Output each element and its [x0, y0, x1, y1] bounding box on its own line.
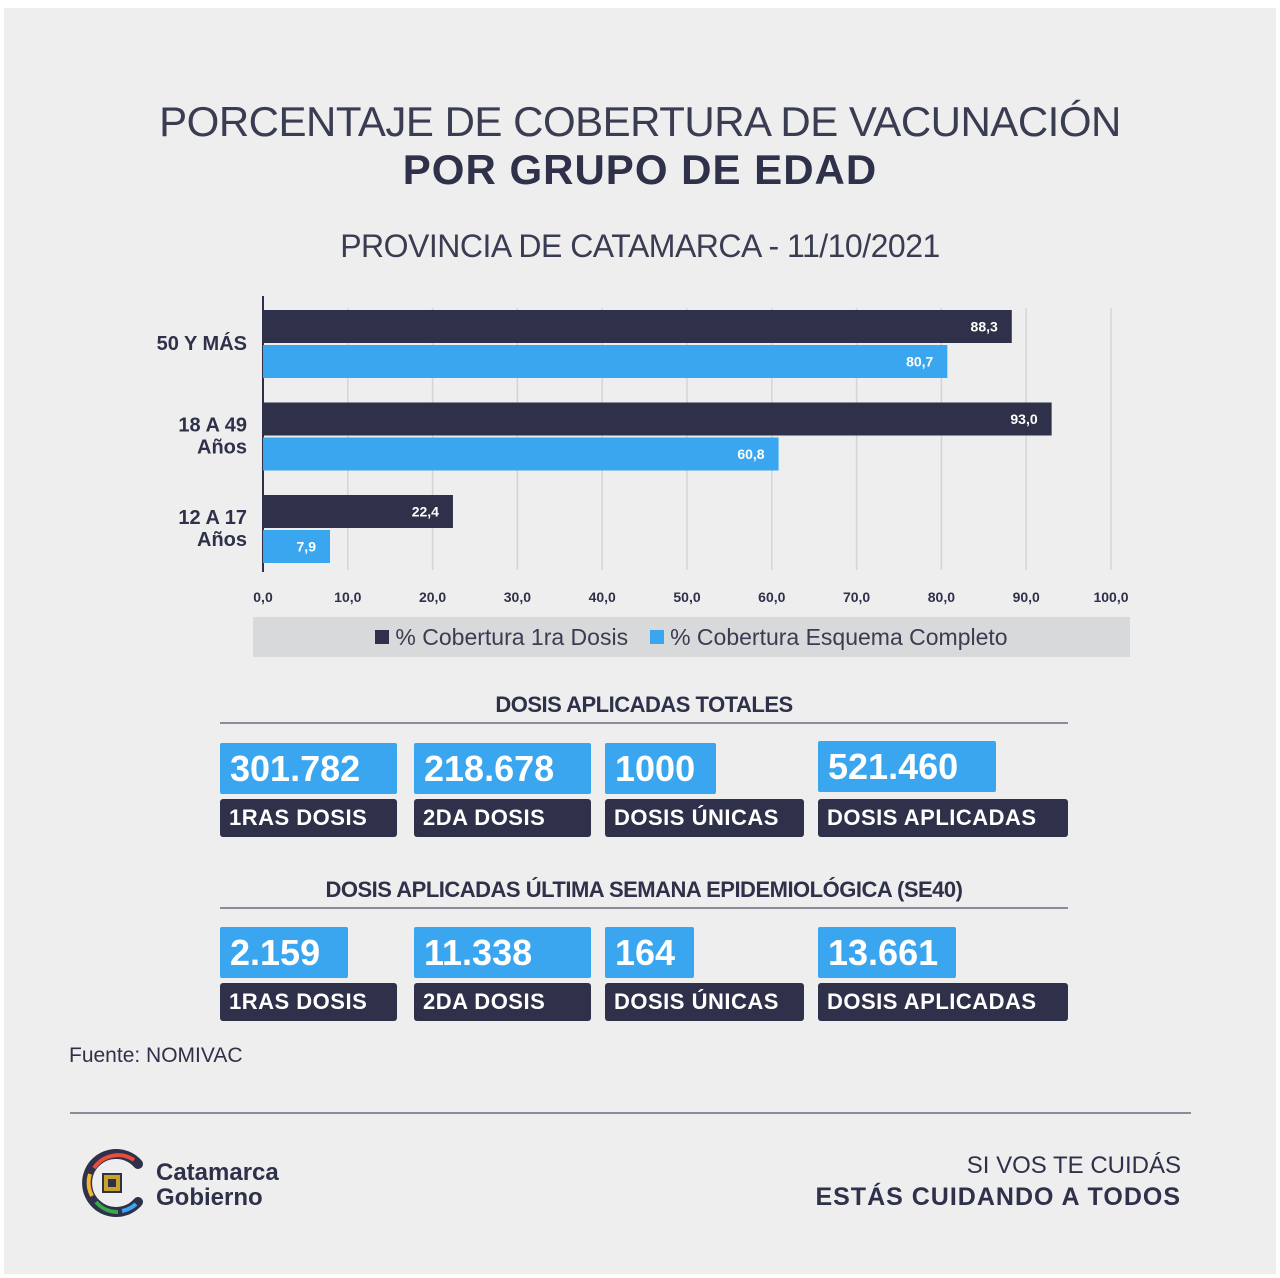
x-tick-label: 50,0: [673, 589, 700, 605]
weekly-single-dose-value: 164: [605, 927, 694, 978]
legend-swatch-complete-scheme: [650, 630, 665, 644]
coverage-bar-chart: 0,0 10,0 20,0 30,0 40,0 50,0 60,0 70,0 80,0 90,0 1…: [157, 296, 1129, 605]
slogan-line1: SI VOS TE CUIDÁS: [966, 1152, 1181, 1179]
bar-complete-scheme: [263, 437, 779, 471]
logo-wordmark: Catamarca Gobierno: [156, 1160, 279, 1210]
chart-legend: % Cobertura 1ra Dosis % Cobertura Esquem…: [253, 617, 1130, 657]
source-note: Fuente: NOMIVAC: [69, 1044, 243, 1067]
weekly-second-dose-label: 2DA DOSIS: [414, 983, 591, 1021]
category-label: 18 A 49: [178, 415, 247, 437]
logo-line-gobierno: Gobierno: [156, 1184, 263, 1211]
page-title-line1: PORCENTAJE DE COBERTURA DE VACUNACIÓN: [159, 98, 1121, 145]
weekly-divider: [220, 907, 1068, 909]
totals-first-dose-label: 1RAS DOSIS: [220, 799, 397, 837]
x-tick-label: 20,0: [419, 589, 446, 605]
x-tick-label: 10,0: [334, 589, 361, 605]
totals-section-title: DOSIS APLICADAS TOTALES: [495, 692, 793, 717]
catamarca-logo-icon: [82, 1149, 143, 1217]
x-tick-label: 100,0: [1093, 589, 1128, 605]
footer-divider: [70, 1112, 1191, 1114]
weekly-applied-label: DOSIS APLICADAS: [818, 983, 1068, 1021]
category-label: Años: [197, 529, 247, 551]
legend-item-complete-scheme: % Cobertura Esquema Completo: [650, 624, 1008, 651]
page-subtitle: PROVINCIA DE CATAMARCA - 11/10/2021: [340, 228, 940, 264]
category-label: Años: [197, 437, 247, 459]
bar-first-dose: [263, 402, 1052, 436]
slogan-line2: ESTÁS CUIDANDO A TODOS: [815, 1183, 1181, 1211]
weekly-first-dose-label: 1RAS DOSIS: [220, 983, 397, 1021]
page-title-line2: POR GRUPO DE EDAD: [402, 146, 878, 193]
data-label: 80,7: [906, 354, 933, 370]
totals-first-dose-value: 301.782: [220, 743, 397, 794]
x-tick-label: 30,0: [504, 589, 531, 605]
data-label: 22,4: [412, 504, 439, 520]
legend-label-complete-scheme: % Cobertura Esquema Completo: [670, 623, 1008, 650]
category-label: 12 A 17: [178, 507, 247, 529]
bar-complete-scheme: [263, 530, 330, 563]
totals-divider: [220, 722, 1068, 724]
data-label: 88,3: [971, 319, 998, 335]
x-tick-label: 0,0: [253, 589, 273, 605]
legend-label-first-dose: % Cobertura 1ra Dosis: [395, 623, 629, 650]
data-label: 7,9: [297, 539, 317, 555]
bar-first-dose: [263, 310, 1012, 343]
data-label: 60,8: [737, 446, 764, 462]
x-tick-label: 80,0: [928, 589, 955, 605]
x-tick-label: 40,0: [589, 589, 616, 605]
bar-first-dose: [263, 495, 453, 528]
x-tick-label: 70,0: [843, 589, 870, 605]
logo-line-catamarca: Catamarca: [156, 1159, 279, 1186]
legend-swatch-first-dose: [375, 630, 390, 644]
totals-second-dose-label: 2DA DOSIS: [414, 799, 591, 837]
totals-applied-value: 521.460: [818, 741, 996, 792]
totals-applied-label: DOSIS APLICADAS: [818, 799, 1068, 837]
totals-single-dose-value: 1000: [605, 743, 716, 794]
weekly-applied-value: 13.661: [818, 927, 956, 978]
weekly-first-dose-value: 2.159: [220, 927, 348, 978]
weekly-section-title: DOSIS APLICADAS ÚLTIMA SEMANA EPIDEMIOLÓ…: [325, 877, 963, 902]
totals-second-dose-value: 218.678: [414, 743, 591, 794]
legend-item-first-dose: % Cobertura 1ra Dosis: [375, 624, 628, 651]
bar-complete-scheme: [263, 345, 948, 378]
weekly-single-dose-label: DOSIS ÚNICAS: [605, 983, 804, 1021]
data-label: 93,0: [1010, 411, 1037, 427]
x-tick-label: 90,0: [1013, 589, 1040, 605]
x-tick-label: 60,0: [758, 589, 785, 605]
weekly-second-dose-value: 11.338: [414, 927, 591, 978]
category-label: 50 Y MÁS: [157, 332, 247, 355]
totals-single-dose-label: DOSIS ÚNICAS: [605, 799, 804, 837]
